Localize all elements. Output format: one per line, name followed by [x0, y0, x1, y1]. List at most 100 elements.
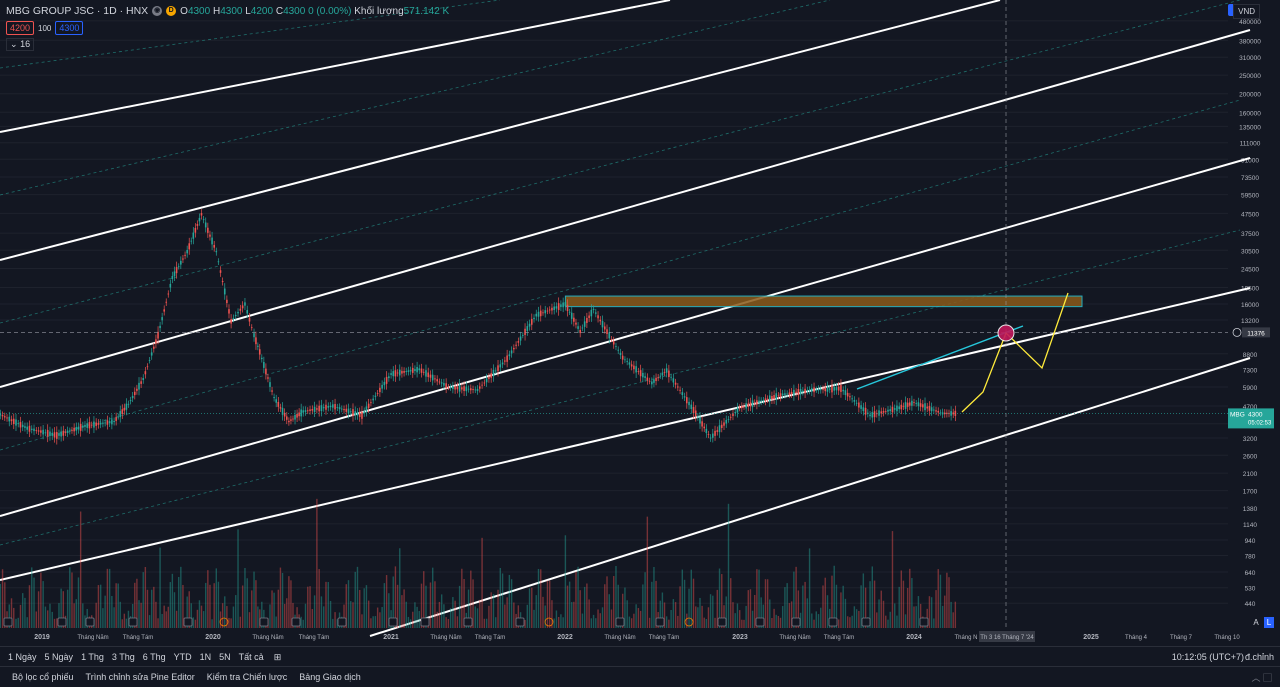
- candle-body: [394, 370, 397, 377]
- candle-body: [846, 392, 849, 397]
- volume-bar: [670, 609, 672, 628]
- candle-body: [361, 411, 363, 419]
- price-tick-label: 91000: [1241, 157, 1259, 164]
- earnings-marker: [291, 617, 301, 627]
- candle-body: [862, 407, 865, 412]
- candle-body: [322, 407, 325, 409]
- earnings-marker: [128, 617, 138, 627]
- candle-body: [180, 260, 182, 265]
- timeframe-list: 1 Ngày 5 Ngày 1 Thg 3 Thg 6 Thg YTD 1N 5N Tất cả: [0, 652, 264, 662]
- candle-body: [383, 381, 386, 386]
- candle-body: [392, 371, 395, 377]
- clock[interactable]: 10:12:05 (UTC+7): [1171, 652, 1244, 662]
- candle-body: [140, 381, 142, 384]
- timeframe-button[interactable]: 5N: [219, 652, 231, 662]
- adjust-toggle[interactable]: đ.chỉnh: [1244, 652, 1274, 662]
- volume-bar: [727, 503, 730, 628]
- volume-bar: [904, 614, 907, 628]
- timeframe-button[interactable]: 1 Ngày: [8, 652, 37, 662]
- chart-area[interactable]: 480000 380000 310000 250000 200000 160000 1350…: [0, 0, 1280, 646]
- volume-bar: [495, 617, 497, 628]
- timeframe-button[interactable]: 1N: [199, 652, 212, 662]
- candle-body: [621, 355, 624, 360]
- volume-bar: [490, 592, 492, 628]
- time-tick-label: 2024: [906, 634, 922, 641]
- candle-body: [111, 419, 113, 425]
- volume-bar: [651, 581, 653, 628]
- auto-scale-button[interactable]: A: [1253, 618, 1259, 627]
- indicators-toggle[interactable]: ⌄ 16: [6, 38, 35, 51]
- candle-body: [173, 271, 176, 277]
- volume-bar: [571, 602, 573, 628]
- volume-bar: [873, 580, 876, 628]
- currency-selector[interactable]: VND: [1233, 4, 1260, 19]
- date-range-icon[interactable]: ⊞: [273, 651, 282, 662]
- volume-bar: [347, 580, 350, 628]
- timeframe-button[interactable]: 3 Thg: [111, 652, 135, 662]
- candle-body: [15, 419, 17, 426]
- candle-body: [148, 360, 151, 361]
- timeframe-button[interactable]: 6 Thg: [142, 652, 166, 662]
- candle-body: [760, 400, 762, 402]
- symbol-title[interactable]: MBG GROUP JSC · 1D · HNX: [6, 5, 149, 17]
- price-tick-label: 780: [1245, 554, 1256, 561]
- volume-bar: [950, 601, 952, 628]
- volume-bar: [730, 578, 732, 628]
- bottom-tab[interactable]: Trình chỉnh sửa Pine Editor: [85, 672, 195, 682]
- volume-bar: [412, 611, 414, 628]
- candle-body: [833, 387, 836, 391]
- volume-bar: [456, 616, 459, 628]
- candle-body: [573, 317, 575, 322]
- current-price-value: 4300: [1248, 411, 1263, 418]
- volume-bar: [127, 610, 130, 628]
- volume-bar: [323, 606, 325, 628]
- timeframe-button[interactable]: 5 Ngày: [44, 652, 74, 662]
- candle-body: [267, 377, 269, 379]
- log-scale-button[interactable]: L: [1264, 617, 1274, 628]
- volume-bar: [646, 516, 649, 628]
- bottom-tab[interactable]: Kiểm tra Chiến lược: [206, 672, 288, 682]
- bottom-tab[interactable]: Bộ lọc cổ phiếu: [12, 672, 74, 682]
- timeframe-button[interactable]: 1 Thg: [81, 652, 104, 662]
- volume-bar: [401, 595, 403, 628]
- volume-bar: [82, 603, 84, 628]
- candle-body: [431, 374, 434, 381]
- candle-body: [367, 403, 370, 408]
- candle-body: [926, 406, 929, 409]
- volume-bar: [434, 581, 436, 628]
- volume-bar: [279, 567, 282, 628]
- timeframe-button[interactable]: Tất cả: [238, 652, 264, 662]
- volume-bar: [524, 619, 526, 628]
- candle-body: [71, 430, 73, 431]
- volume-bar: [633, 613, 635, 628]
- candle-body: [104, 422, 106, 424]
- volume-bar: [345, 584, 347, 628]
- candle-body: [781, 393, 784, 396]
- volume-bar: [898, 586, 900, 628]
- candle-body: [679, 389, 681, 391]
- timeframe-button[interactable]: YTD: [173, 652, 192, 662]
- candle-body: [583, 321, 586, 327]
- volume-bar: [71, 572, 73, 628]
- volume-bar: [418, 610, 420, 628]
- eye-icon[interactable]: ◉: [152, 6, 163, 16]
- candle-body: [930, 407, 933, 412]
- price-tick-label: 16000: [1241, 302, 1259, 309]
- main-chart-svg[interactable]: 480000 380000 310000 250000 200000 160000 1350…: [0, 0, 1280, 646]
- candle-body: [69, 430, 71, 432]
- bottom-tab[interactable]: Bảng Giao dịch: [299, 672, 361, 682]
- panel-controls[interactable]: ︿ ▢: [1251, 672, 1272, 683]
- candle-body: [653, 379, 655, 383]
- candle-body: [741, 406, 743, 409]
- bid-price[interactable]: 4200: [6, 21, 35, 35]
- volume-bar: [869, 581, 871, 628]
- ask-price[interactable]: 4300: [55, 21, 84, 35]
- candle-body: [592, 308, 595, 310]
- candle-body: [864, 407, 867, 415]
- candle-body: [608, 332, 611, 339]
- candle-body: [436, 379, 438, 382]
- volume-bar: [592, 614, 595, 628]
- candle-body: [954, 410, 957, 416]
- volume-bar: [891, 531, 894, 628]
- volume-bar: [302, 619, 304, 628]
